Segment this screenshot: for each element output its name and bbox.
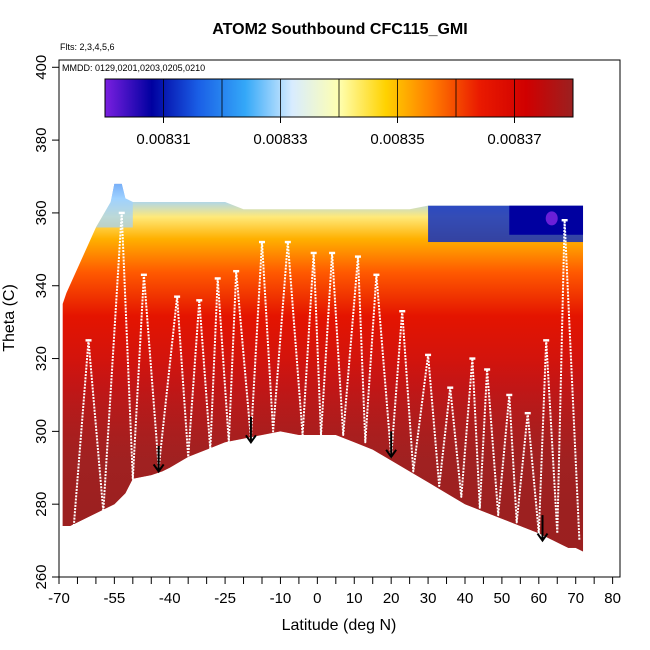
colorbar-tick-label: 0.00837 <box>487 131 541 148</box>
y-tick-label: 300 <box>33 419 50 444</box>
field-minimum-patch <box>545 211 558 226</box>
arrow-annotation <box>385 431 397 459</box>
y-axis-label: Theta (C) <box>1 284 18 352</box>
track-level-leg <box>447 386 454 389</box>
track-level-leg <box>233 269 240 273</box>
x-tick-label: 0 <box>313 590 321 607</box>
track-level-leg <box>484 368 491 371</box>
x-tick-label: 80 <box>604 590 621 607</box>
track-level-leg <box>118 211 125 215</box>
arrow-annotation <box>152 445 165 474</box>
track-level-leg <box>85 339 92 342</box>
colorbar-tick-label: 0.00835 <box>370 131 424 148</box>
arrow-annotation <box>536 515 549 543</box>
track-level-leg <box>524 411 531 415</box>
x-tick-label: 40 <box>457 590 474 607</box>
aircraft-track-line <box>72 211 581 541</box>
x-tick-label: 60 <box>530 590 547 607</box>
track-level-leg <box>543 339 550 342</box>
x-tick-label: -70 <box>48 590 70 607</box>
colorbar-tick-label: 0.00831 <box>136 131 190 148</box>
track-level-leg <box>140 273 147 277</box>
y-tick-label: 360 <box>33 200 50 225</box>
track-level-leg <box>373 273 380 277</box>
x-tick-label: 10 <box>346 590 363 607</box>
track-level-leg <box>329 251 336 255</box>
track-level-leg <box>399 310 406 313</box>
flights-subtitle: Flts: 2,3,4,5,6 <box>60 42 115 52</box>
track-level-leg <box>310 251 317 255</box>
track-level-leg <box>561 218 568 222</box>
track-level-leg <box>196 299 203 302</box>
chart-title: ATOM2 Southbound CFC115_GMI <box>212 21 467 38</box>
y-tick-label: 320 <box>33 346 50 371</box>
x-axis-label: Latitude (deg N) <box>282 617 397 634</box>
plot-frame <box>58 59 621 578</box>
y-tick-label: 280 <box>33 492 50 517</box>
track-level-leg <box>174 295 181 298</box>
x-axis: -70 -55 -40 -25 -10 0 10 20 30 40 50 60 70 80 <box>48 577 621 607</box>
y-tick-label: 380 <box>33 128 50 153</box>
y-tick-label: 340 <box>33 273 50 298</box>
track-level-leg <box>425 353 432 357</box>
x-tick-label: -40 <box>159 590 181 607</box>
aircraft-track <box>72 211 581 541</box>
dates-subtitle: MMDD: 0129,0201,0203,0205,0210 <box>62 63 205 73</box>
x-tick-label: -10 <box>270 590 292 607</box>
model-field <box>62 183 584 552</box>
colorbar: 0.00831 0.00833 0.00835 0.00837 <box>104 78 574 148</box>
field-southern-top-band <box>62 183 133 228</box>
colorbar-tick-label: 0.00833 <box>253 131 307 148</box>
track-level-leg <box>506 393 513 397</box>
x-tick-label: 30 <box>420 590 437 607</box>
arrow-annotations <box>152 416 549 543</box>
x-tick-label: 70 <box>567 590 584 607</box>
x-tick-label: 20 <box>383 590 400 607</box>
track-level-leg <box>284 240 291 244</box>
x-tick-label: -55 <box>104 590 126 607</box>
arrow-annotation <box>245 416 257 445</box>
y-axis: 260 280 300 320 340 360 380 400 <box>33 55 59 590</box>
track-level-leg <box>354 255 361 258</box>
track-level-leg <box>469 357 476 360</box>
y-tick-label: 400 <box>33 55 50 80</box>
track-level-leg <box>214 277 221 280</box>
x-tick-label: -25 <box>214 590 236 607</box>
x-tick-label: 50 <box>494 590 511 607</box>
y-tick-label: 260 <box>33 564 50 589</box>
track-level-leg <box>258 240 265 244</box>
